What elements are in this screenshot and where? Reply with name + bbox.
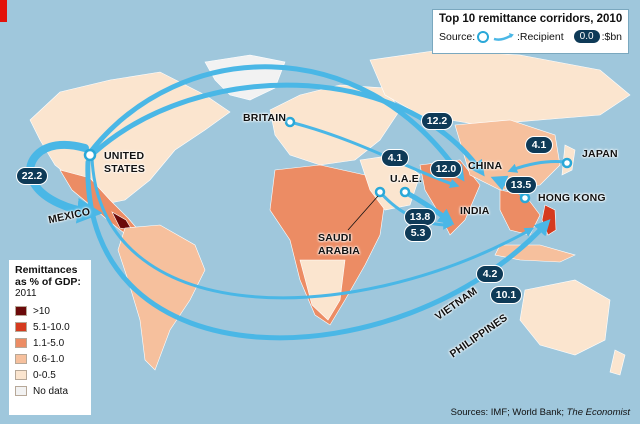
legend-item: No data <box>15 383 85 399</box>
legend: Remittances as % of GDP: 2011 >10 5.1-10.… <box>9 260 91 415</box>
label-saudi-arabia: SAUDI ARABIA <box>318 232 361 257</box>
arrow-us-india-top <box>89 64 465 182</box>
saudi-leader <box>347 195 379 231</box>
pill-britain-india: 4.1 <box>381 149 409 167</box>
legend-swatch <box>15 322 27 332</box>
key-recipient-label: :Recipient <box>516 30 564 43</box>
arrow-us-vietnam <box>90 156 535 300</box>
pill-us-india: 12.0 <box>430 160 462 178</box>
ring-britain <box>284 116 296 128</box>
philippines-shape <box>541 204 557 236</box>
legend-item: 0.6-1.0 <box>15 351 85 367</box>
key-source-label: Source: <box>439 30 476 43</box>
land <box>29 49 631 376</box>
map-title: Top 10 remittance corridors, 2010 <box>439 13 623 25</box>
arrow-us-china <box>92 82 485 177</box>
legend-label: >10 <box>33 305 50 317</box>
label-india: INDIA <box>460 205 490 217</box>
label-uae: U.A.E. <box>390 173 423 185</box>
legend-item: 0-0.5 <box>15 367 85 383</box>
brand-flag <box>0 0 7 22</box>
source-rings <box>83 116 573 204</box>
arrow-icon <box>493 32 514 41</box>
title-key-box: Top 10 remittance corridors, 2010 Source… <box>432 9 629 54</box>
label-japan: JAPAN <box>582 148 618 160</box>
legend-swatch <box>15 370 27 380</box>
legend-label: 5.1-10.0 <box>33 321 70 333</box>
arrow-japan-china <box>507 160 567 173</box>
ring-hong-kong <box>519 192 531 204</box>
label-hong-kong: HONG KONG <box>538 192 606 204</box>
legend-swatch <box>15 338 27 348</box>
pill-japan-china: 4.1 <box>525 136 553 154</box>
arrow-us-philippines <box>85 159 551 341</box>
legend-swatch <box>15 354 27 364</box>
source-text: Sources: IMF; World Bank; <box>450 407 567 418</box>
label-china: CHINA <box>468 160 503 172</box>
indonesia <box>494 244 576 263</box>
legend-year: 2011 <box>15 288 37 299</box>
ring-uae <box>399 186 411 198</box>
pill-us-philippines: 10.1 <box>490 286 522 304</box>
legend-title-line-1: Remittances <box>15 264 78 276</box>
label-britain: BRITAIN <box>243 112 287 124</box>
legend-item: 5.1-10.0 <box>15 319 85 335</box>
ring-japan <box>561 157 573 169</box>
key-unit-label: :$bn <box>601 30 622 43</box>
legend-swatch <box>15 386 27 396</box>
source-ring-icon <box>477 30 490 43</box>
pill-saudi-india: 5.3 <box>404 224 432 242</box>
key-value-pill: 0.0 <box>573 30 600 43</box>
legend-rows: >10 5.1-10.0 1.1-5.0 0.6-1.0 0-0.5 No data <box>15 303 85 399</box>
ring-united-states <box>83 148 97 162</box>
pill-hk-china: 13.5 <box>505 176 537 194</box>
legend-label: No data <box>33 385 69 397</box>
pill-uae-india: 13.8 <box>404 208 436 226</box>
source-publication: The Economist <box>566 407 630 418</box>
north-america <box>29 71 231 206</box>
legend-label: 0-0.5 <box>33 369 56 381</box>
label-united-states: UNITED STATES <box>104 150 146 175</box>
pill-us-mexico: 22.2 <box>16 167 48 185</box>
source-note: Sources: IMF; World Bank; The Economist <box>451 407 630 418</box>
legend-item: >10 <box>15 303 85 319</box>
legend-title-line-2: as % of GDP: <box>15 276 81 288</box>
legend-item: 1.1-5.0 <box>15 335 85 351</box>
pill-us-vietnam: 4.2 <box>476 265 504 283</box>
legend-label: 1.1-5.0 <box>33 337 65 349</box>
legend-swatch <box>15 306 27 316</box>
key-row: Source: :Recipient 0.0 :$bn <box>439 30 622 43</box>
south-america <box>117 224 206 371</box>
australia <box>519 279 611 356</box>
pill-us-china: 12.2 <box>421 112 453 130</box>
legend-label: 0.6-1.0 <box>33 353 65 365</box>
ring-saudi <box>374 186 386 198</box>
new-zealand <box>609 349 626 376</box>
